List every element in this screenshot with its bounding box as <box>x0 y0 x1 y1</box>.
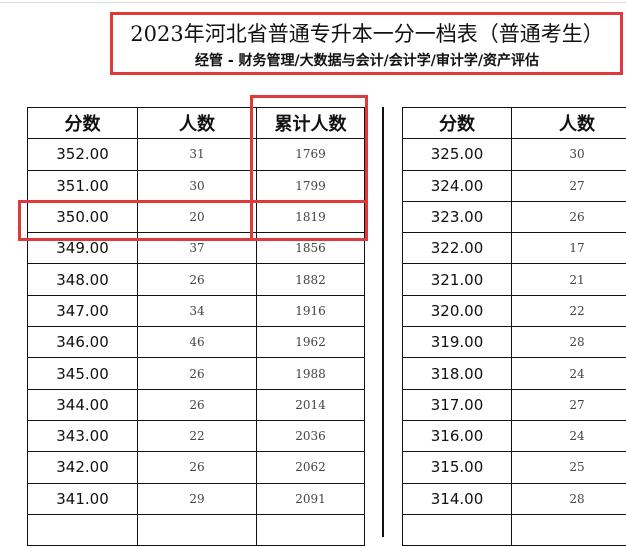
score-cell: 317.00 <box>403 389 512 420</box>
count-cell: 25 <box>512 452 626 483</box>
row-highlight-box <box>18 200 368 241</box>
count-cell: 17 <box>512 233 626 264</box>
score-cell: 324.00 <box>403 170 512 201</box>
cumulative-cell: 2014 <box>257 389 365 420</box>
cumulative-cell: 2062 <box>257 452 365 483</box>
header-row: 分数 人数 <box>403 108 626 139</box>
count-cell: 22 <box>138 420 257 451</box>
score-cell: 325.00 <box>403 139 512 170</box>
cumulative-cell: 1988 <box>257 358 365 389</box>
count-cell: 46 <box>138 327 257 358</box>
score-cell: 322.00 <box>403 233 512 264</box>
header-score: 分数 <box>403 108 512 139</box>
count-cell: 26 <box>138 389 257 420</box>
count-cell: 26 <box>138 264 257 295</box>
score-cell: 342.00 <box>28 452 138 483</box>
count-cell: 27 <box>512 170 626 201</box>
score-cell: 314.00 <box>403 483 512 514</box>
score-cell: 348.00 <box>28 264 138 295</box>
title-highlight-box <box>110 12 623 75</box>
empty-cell <box>403 514 512 545</box>
header-count: 人数 <box>512 108 626 139</box>
table-row-partial <box>28 514 365 545</box>
empty-cell <box>28 514 138 545</box>
count-cell: 26 <box>138 358 257 389</box>
cumulative-cell: 1962 <box>257 327 365 358</box>
score-cell: 318.00 <box>403 358 512 389</box>
top-border <box>0 2 626 3</box>
empty-cell <box>138 514 257 545</box>
count-cell: 30 <box>138 170 257 201</box>
score-cell: 346.00 <box>28 327 138 358</box>
count-cell: 21 <box>512 264 626 295</box>
header-score: 分数 <box>28 108 138 139</box>
cumulative-cell: 1916 <box>257 295 365 326</box>
empty-cell <box>257 514 365 545</box>
score-cell: 323.00 <box>403 201 512 232</box>
count-cell: 28 <box>512 327 626 358</box>
count-cell: 27 <box>512 389 626 420</box>
count-cell: 22 <box>512 295 626 326</box>
count-cell: 26 <box>138 452 257 483</box>
score-cell: 320.00 <box>403 295 512 326</box>
empty-cell <box>512 514 626 545</box>
cumulative-cell: 2091 <box>257 483 365 514</box>
score-cell: 343.00 <box>28 420 138 451</box>
score-cell: 319.00 <box>403 327 512 358</box>
count-cell: 34 <box>138 295 257 326</box>
score-cell: 315.00 <box>403 452 512 483</box>
count-cell: 30 <box>512 139 626 170</box>
score-cell: 344.00 <box>28 389 138 420</box>
score-cell: 316.00 <box>403 420 512 451</box>
table-row-partial <box>403 514 626 545</box>
score-cell: 321.00 <box>403 264 512 295</box>
count-cell: 29 <box>138 483 257 514</box>
score-cell: 345.00 <box>28 358 138 389</box>
count-cell: 24 <box>512 358 626 389</box>
score-cell: 341.00 <box>28 483 138 514</box>
count-cell: 28 <box>512 483 626 514</box>
count-cell: 31 <box>138 139 257 170</box>
cumulative-cell: 1882 <box>257 264 365 295</box>
header-count: 人数 <box>138 108 257 139</box>
score-cell: 351.00 <box>28 170 138 201</box>
cumulative-cell: 2036 <box>257 420 365 451</box>
score-cell: 347.00 <box>28 295 138 326</box>
count-cell: 26 <box>512 201 626 232</box>
score-cell: 352.00 <box>28 139 138 170</box>
count-cell: 24 <box>512 420 626 451</box>
column-divider <box>382 107 384 537</box>
